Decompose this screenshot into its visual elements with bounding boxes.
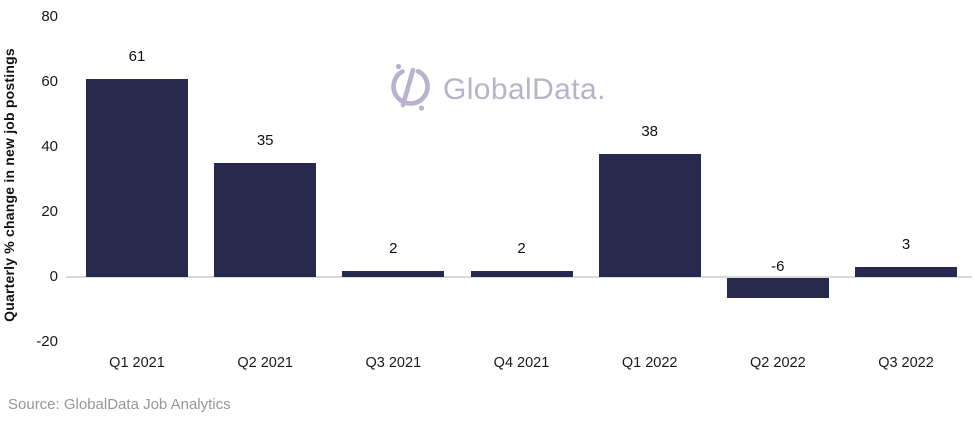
x-axis-label: Q1 2022	[621, 355, 678, 371]
x-axis-label: Q1 2021	[109, 355, 165, 371]
x-axis-label: Q2 2022	[750, 355, 806, 371]
bar-value-label: -6	[771, 258, 785, 275]
bar-q1-2021	[86, 78, 188, 277]
x-axis-label: Q3 2022	[878, 355, 934, 371]
y-tick-label: 60	[41, 73, 58, 90]
globaldata-logo-text: GlobalData.	[443, 72, 606, 106]
x-axis-label: Q3 2021	[365, 355, 422, 371]
y-tick-label: 80	[41, 8, 58, 25]
bar-q3-2021	[342, 270, 445, 277]
bar-value-label: 61	[128, 47, 146, 65]
y-tick-label: 40	[41, 138, 58, 155]
globaldata-circle-slash-icon	[385, 62, 433, 117]
bar-q2-2021	[214, 163, 317, 277]
y-tick-label: -20	[36, 333, 58, 350]
bar-value-label: 38	[641, 122, 659, 140]
bar-value-label: 2	[389, 239, 398, 257]
source-attribution: Source: GlobalData Job Analytics	[8, 396, 231, 413]
x-axis-label: Q4 2021	[493, 355, 550, 371]
globaldata-logo: GlobalData.	[385, 62, 606, 117]
bar-value-label: 2	[517, 239, 526, 257]
y-tick-label: 0	[49, 268, 58, 285]
bar-value-label: 3	[901, 236, 911, 254]
bar-value-label: 35	[256, 132, 274, 150]
x-axis-label: Q2 2021	[237, 355, 293, 371]
bar-q1-2022	[598, 153, 701, 277]
bar-q3-2022	[855, 267, 958, 277]
bar-q2-2022	[726, 278, 829, 298]
y-tick-label: 20	[41, 203, 58, 220]
x-axis-baseline	[66, 276, 972, 278]
bar-q4-2021	[470, 270, 573, 277]
